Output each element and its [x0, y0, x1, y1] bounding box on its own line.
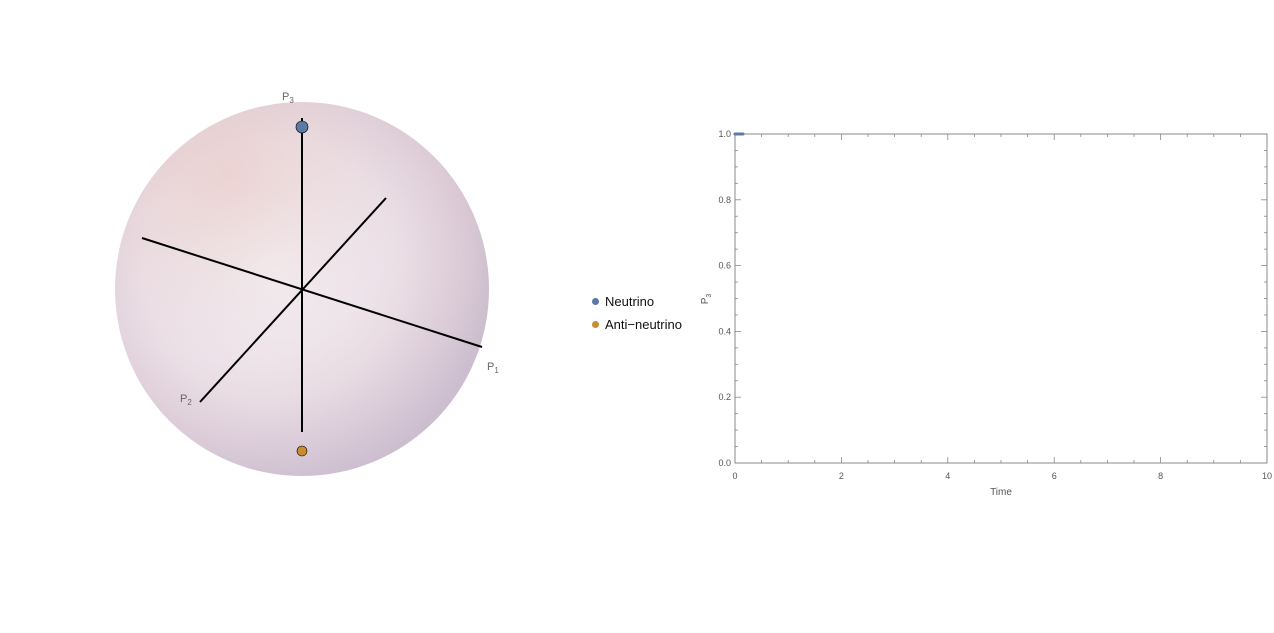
p1-axis-label: P1 [487, 361, 499, 375]
y-tick-label: 1.0 [718, 129, 731, 139]
legend-marker [592, 298, 599, 305]
bloch-sphere-svg[interactable]: P3 P1 P2 [0, 0, 560, 628]
x-tick-label: 8 [1158, 471, 1163, 481]
legend-marker [592, 321, 599, 328]
series-point [741, 132, 745, 136]
p1-axis [141, 237, 483, 348]
bloch-point-0 [295, 120, 309, 134]
p2-axis [199, 197, 387, 403]
legend-label: Neutrino [605, 294, 655, 309]
x-tick-label: 0 [732, 471, 737, 481]
legend-item: Neutrino [590, 290, 682, 313]
y-tick-label: 0.6 [718, 261, 731, 271]
plot-frame [734, 133, 1268, 464]
x-tick-label: 6 [1052, 471, 1057, 481]
y-tick-label: 0.0 [718, 458, 731, 468]
bloch-sphere-panel[interactable]: P3 P1 P2 [0, 0, 560, 628]
p2-axis-label: P2 [180, 393, 192, 407]
p3-time-plot[interactable]: 0 2 4 6 8 10 0.0 0.2 0.4 0.6 0.8 1.0 Time P3 [690, 110, 1274, 510]
y-tick-label: 0.8 [718, 195, 731, 205]
y-tick-label: 0.2 [718, 392, 731, 402]
y-tick-label: 0.4 [718, 326, 731, 336]
y-axis-label: P3 [700, 294, 713, 305]
legend: Neutrino Anti−neutrino [590, 290, 682, 336]
x-tick-label: 4 [945, 471, 950, 481]
series-point [733, 132, 737, 136]
legend-item: Anti−neutrino [590, 313, 682, 336]
p3-axis-label: P3 [282, 91, 294, 105]
x-tick-label: 2 [839, 471, 844, 481]
plot-svg[interactable]: 0 2 4 6 8 10 0.0 0.2 0.4 0.6 0.8 1.0 Time P3 [690, 110, 1274, 510]
legend-label: Anti−neutrino [605, 317, 682, 332]
bloch-point-1 [296, 445, 308, 457]
x-tick-label: 10 [1262, 471, 1272, 481]
x-axis-label: Time [990, 487, 1012, 498]
